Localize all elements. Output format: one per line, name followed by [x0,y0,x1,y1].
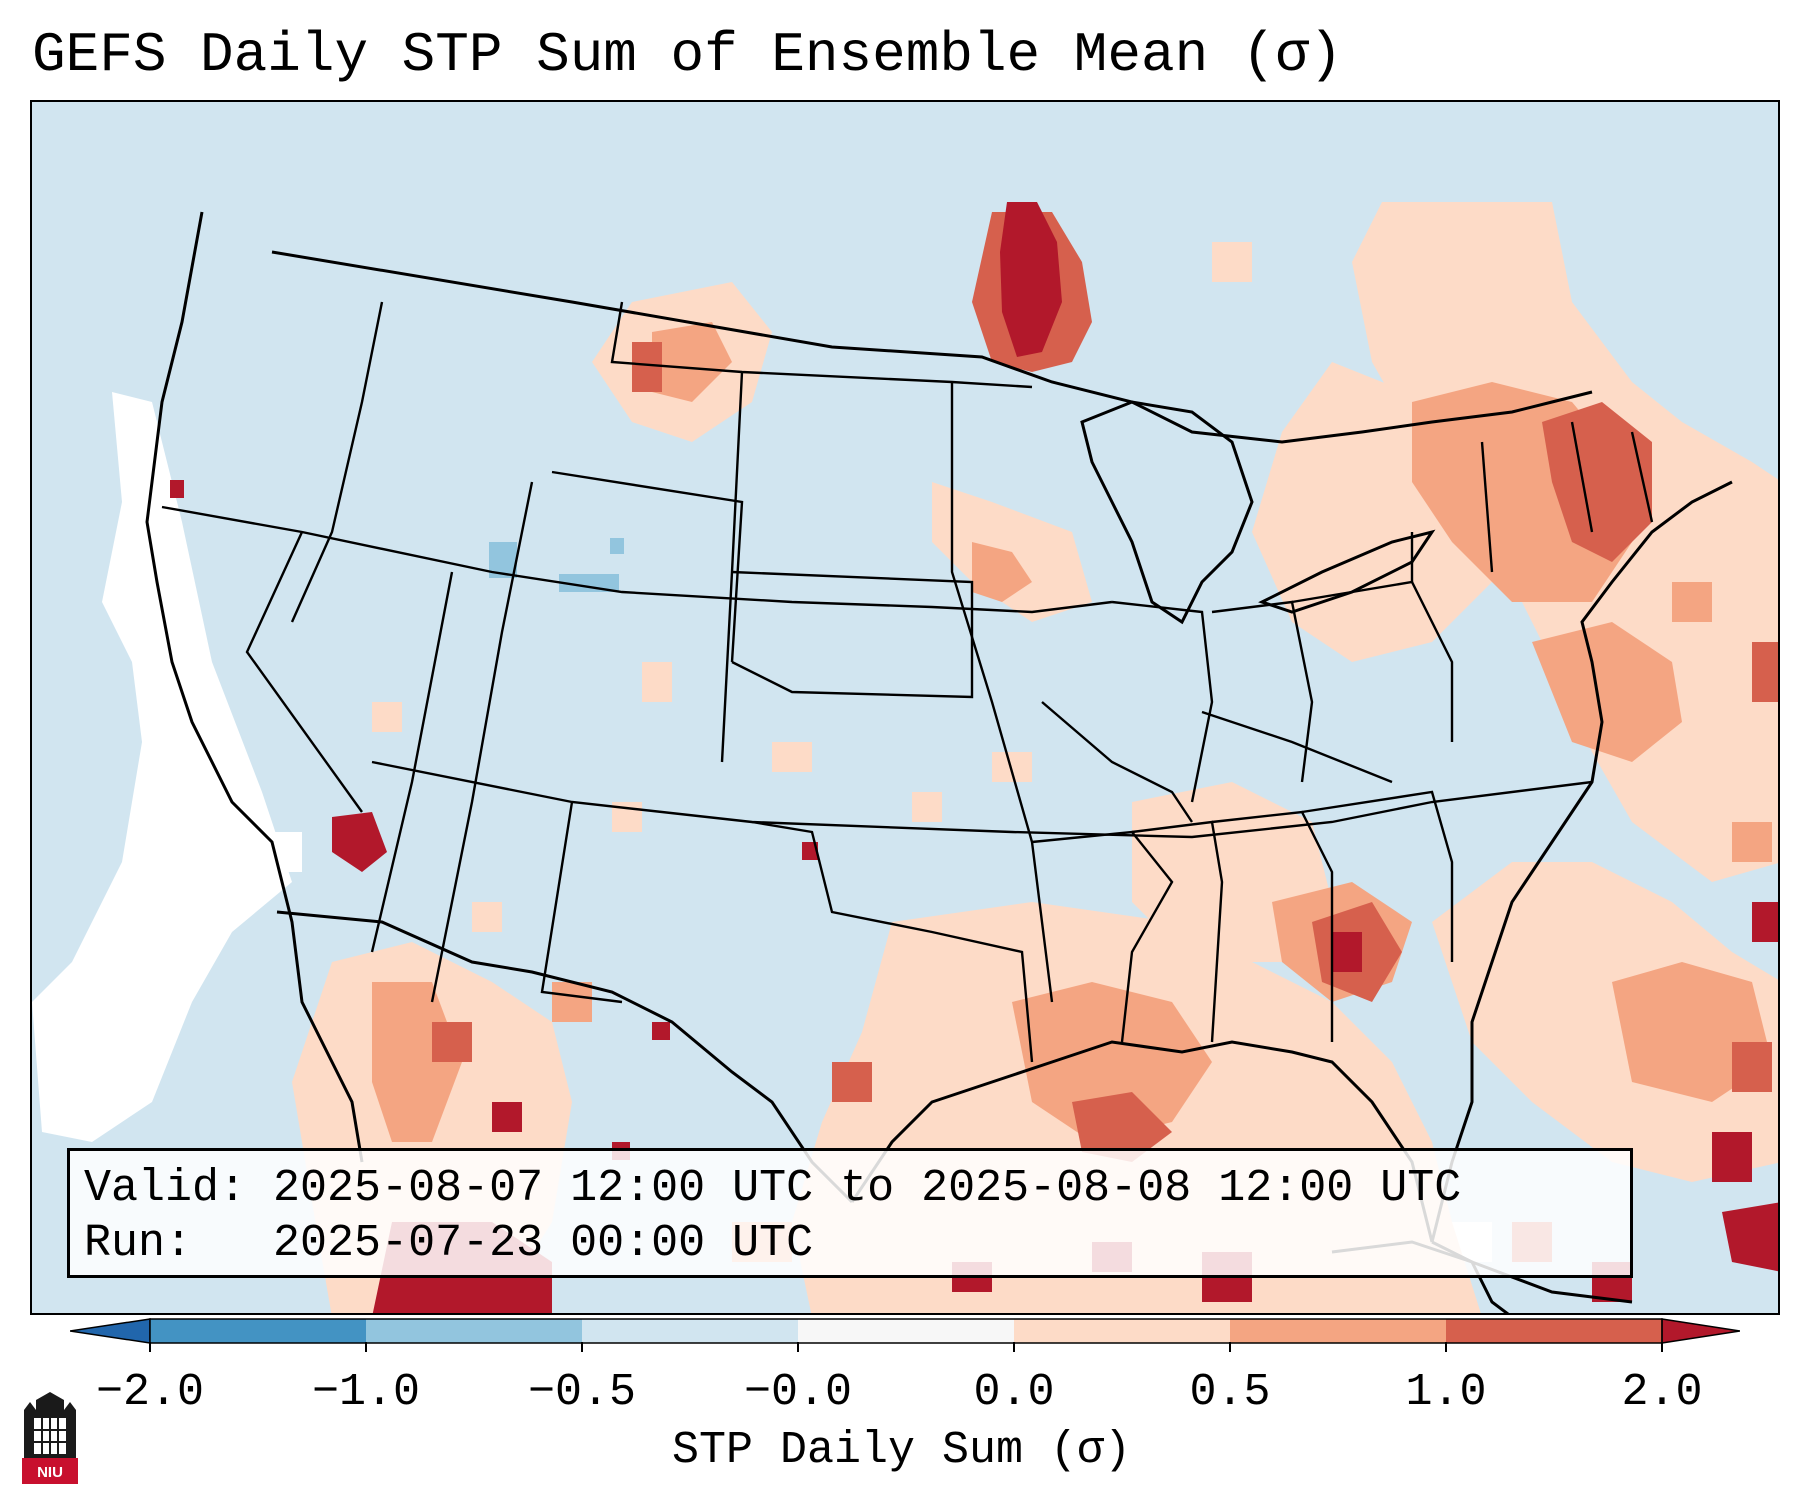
colorbar-bin-5 [1014,1319,1230,1343]
west-coast [145,211,364,1163]
mexico-border [276,910,854,1204]
valid-value: 2025-08-07 12:00 UTC to 2025-08-08 12:00… [273,1163,1462,1214]
logo-text: NIU [37,1464,63,1481]
colorbar-ticks: −2.0 −1.0 −0.5 −0.0 0.0 0.5 1.0 2.0 [0,1342,1803,1418]
field-mid-positive [372,322,1772,1262]
colorbar-label: STP Daily Sum (σ) [671,1425,1132,1476]
university-tower-icon [22,1392,78,1484]
valid-label: Valid: [84,1163,247,1214]
colorbar-over-extend [1661,1318,1740,1344]
colorbar-bin-2 [366,1319,582,1343]
colorbar-tick-label: 2.0 [1621,1367,1703,1418]
field-negative [489,538,624,592]
colorbar-tick [1229,1342,1231,1352]
colorbar-tick [1445,1342,1447,1352]
colorbar [70,1318,1740,1344]
colorbar-tick-label: −0.0 [743,1367,853,1418]
colorbar-bin-7 [1446,1319,1662,1343]
gulf-coast [850,1040,1434,1243]
colorbar-bin-4 [798,1319,1014,1343]
run-value: 2025-07-23 00:00 UTC [273,1218,814,1269]
colorbar-tick [797,1342,799,1352]
colorbar-tick-label: 0.5 [1189,1367,1271,1418]
colorbar-tick [149,1342,151,1352]
colorbar-bin-3 [582,1319,798,1343]
colorbar-tick-label: −2.0 [95,1367,205,1418]
map-panel [30,100,1780,1315]
colorbar-tick-label: 1.0 [1405,1367,1487,1418]
colorbar-tick [581,1342,583,1352]
colorbar-tick [365,1342,367,1352]
great-lakes [1080,400,1254,625]
valid-run-infobox: Valid: 2025-08-07 12:00 UTC to 2025-08-0… [67,1148,1633,1278]
map-svg [32,102,1778,1313]
colorbar-tick [1013,1342,1015,1352]
chart-title: GEFS Daily STP Sum of Ensemble Mean (σ) [32,23,1343,87]
colorbar-frame [149,1318,1663,1344]
colorbar-bin-6 [1230,1319,1446,1343]
colorbar-tick-label: 0.0 [973,1367,1055,1418]
colorbar-under-extend [70,1318,151,1344]
colorbar-tick [1661,1342,1663,1352]
canada-us-border [271,250,1593,444]
colorbar-bin-1 [150,1319,366,1343]
colorbar-tick-label: −1.0 [311,1367,421,1418]
state-lines [161,301,1654,1063]
map-outlines [145,211,1733,1313]
lake-erie [1258,529,1436,614]
run-label: Run: [84,1218,193,1269]
colorbar-tick-label: −0.5 [527,1367,637,1418]
